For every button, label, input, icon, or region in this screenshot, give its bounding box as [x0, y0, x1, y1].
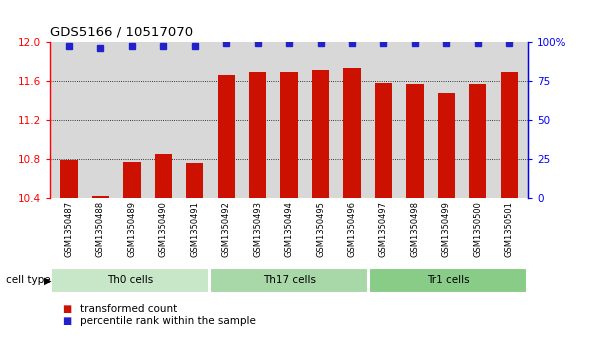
- Text: GSM1350488: GSM1350488: [96, 201, 105, 257]
- Text: GSM1350495: GSM1350495: [316, 201, 325, 257]
- Text: GSM1350491: GSM1350491: [191, 201, 199, 257]
- Bar: [280, 72, 298, 198]
- Bar: [249, 72, 266, 198]
- Text: cell type: cell type: [6, 276, 51, 285]
- Text: GSM1350501: GSM1350501: [504, 201, 514, 257]
- Text: GSM1350497: GSM1350497: [379, 201, 388, 257]
- Text: Th0 cells: Th0 cells: [107, 275, 153, 285]
- Bar: [407, 84, 424, 198]
- Text: GSM1350499: GSM1350499: [442, 201, 451, 257]
- Bar: [369, 268, 527, 293]
- Bar: [210, 268, 368, 293]
- Text: GSM1350487: GSM1350487: [64, 201, 74, 257]
- Bar: [343, 68, 360, 198]
- Text: GSM1350494: GSM1350494: [284, 201, 294, 257]
- Text: GDS5166 / 10517070: GDS5166 / 10517070: [50, 25, 194, 38]
- Text: ■: ■: [62, 316, 71, 326]
- Bar: [375, 83, 392, 198]
- Bar: [186, 163, 204, 198]
- Bar: [500, 72, 518, 198]
- Bar: [469, 84, 486, 198]
- Bar: [312, 70, 329, 198]
- Text: GSM1350500: GSM1350500: [473, 201, 482, 257]
- Text: GSM1350496: GSM1350496: [348, 201, 356, 257]
- Text: ■: ■: [62, 303, 71, 314]
- Text: percentile rank within the sample: percentile rank within the sample: [80, 316, 255, 326]
- Bar: [155, 154, 172, 198]
- Text: transformed count: transformed count: [80, 303, 177, 314]
- Text: GSM1350493: GSM1350493: [253, 201, 262, 257]
- Bar: [51, 268, 209, 293]
- Bar: [92, 196, 109, 198]
- Bar: [218, 75, 235, 198]
- Text: GSM1350490: GSM1350490: [159, 201, 168, 257]
- Text: Th17 cells: Th17 cells: [263, 275, 316, 285]
- Bar: [60, 160, 78, 198]
- Text: Tr1 cells: Tr1 cells: [427, 275, 470, 285]
- Text: GSM1350489: GSM1350489: [127, 201, 136, 257]
- Text: GSM1350492: GSM1350492: [222, 201, 231, 257]
- Text: GSM1350498: GSM1350498: [411, 201, 419, 257]
- Bar: [123, 162, 140, 198]
- Text: ▶: ▶: [44, 276, 52, 285]
- Bar: [438, 93, 455, 198]
